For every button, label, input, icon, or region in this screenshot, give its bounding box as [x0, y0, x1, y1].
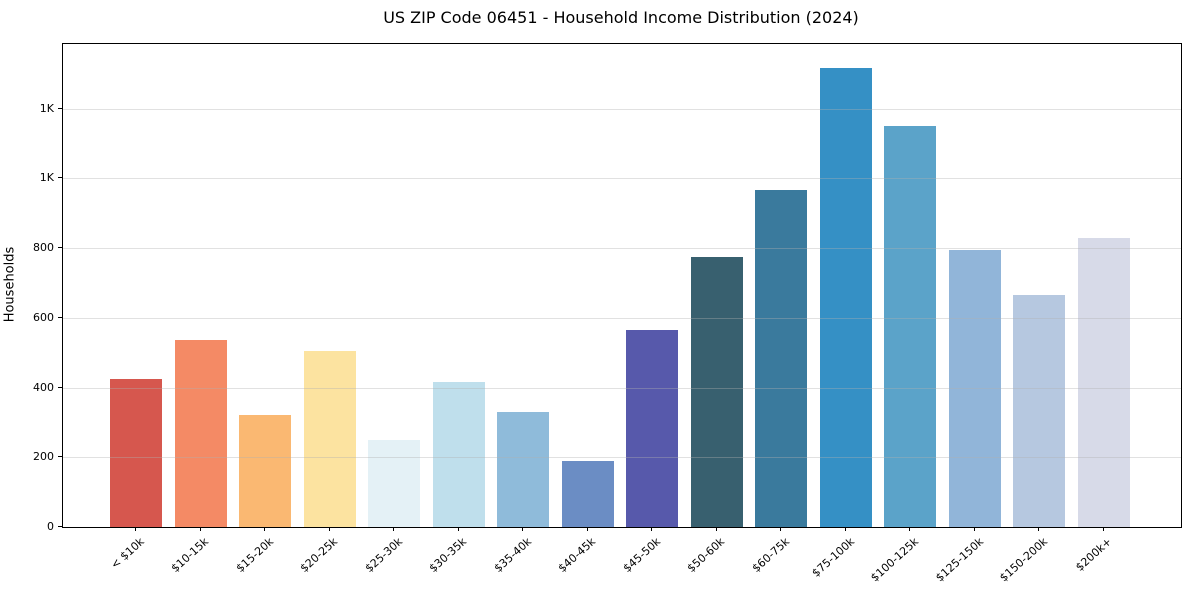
y-tick-label: 400 [33, 380, 54, 394]
x-tick-label: $15-20k [233, 535, 276, 576]
gridline-600 [63, 317, 1181, 319]
x-tick-label: $125-150k [932, 535, 986, 585]
x-tick-label: $50-60k [685, 535, 728, 576]
x-tick-mark [586, 527, 588, 531]
x-tick-label: $45-50k [620, 535, 663, 576]
x-tick-mark [715, 527, 717, 531]
x-tick-label: $60-75k [749, 535, 793, 576]
bar-$50-60k [690, 256, 743, 527]
x-tick-label: $25-30k [362, 535, 405, 576]
x-tick-mark [135, 527, 136, 531]
x-tick-mark [393, 527, 395, 531]
x-tick-mark [651, 527, 653, 531]
y-tick-label: 1K [39, 171, 54, 185]
bar-< $10k [110, 378, 162, 527]
bar-$20-25k [303, 350, 356, 527]
bar-$10-15k [174, 340, 227, 527]
bar-$125-150k [948, 249, 1001, 527]
y-axis-label: Households [2, 246, 18, 323]
x-tick-label: $30-35k [426, 535, 470, 576]
x-tick-label: $75-100k [808, 535, 857, 580]
bar-$200k+ [1077, 237, 1130, 527]
y-tick-label: 200 [33, 450, 54, 464]
x-tick-label: $20-25k [297, 535, 341, 576]
gridline-1000 [63, 178, 1181, 180]
y-tick-mark [58, 177, 62, 179]
bar-$40-45k [561, 460, 614, 527]
x-tick-mark [909, 527, 911, 531]
y-tick-label: 800 [33, 241, 54, 254]
x-tick-label: $35-40k [491, 535, 534, 576]
plot-area [62, 43, 1182, 528]
y-tick-mark [58, 247, 62, 248]
y-tick-label: 0 [47, 520, 54, 533]
y-tick-mark [58, 107, 62, 109]
gridline-800 [63, 248, 1181, 249]
gridline-200 [63, 457, 1181, 459]
x-tick-mark [973, 527, 975, 531]
bar-$75-100k [819, 68, 872, 527]
x-tick-mark [780, 527, 782, 531]
y-tick-label: 600 [33, 310, 54, 324]
x-tick-mark [328, 527, 330, 531]
x-tick-label: $100-125k [868, 535, 922, 585]
chart-title: US ZIP Code 06451 - Household Income Dis… [383, 8, 859, 27]
bar-$100-125k [884, 125, 937, 527]
y-tick-mark [58, 526, 62, 527]
bar-$45-50k [626, 329, 679, 527]
gridline-400 [63, 387, 1181, 389]
y-tick-mark [58, 316, 62, 318]
y-tick-mark [58, 386, 62, 388]
bar-$15-20k [239, 415, 292, 527]
x-tick-label: $200k+ [1073, 535, 1115, 574]
x-tick-mark [1038, 527, 1040, 531]
x-tick-label: $150-200k [997, 535, 1051, 585]
x-tick-mark [264, 527, 266, 531]
x-tick-mark [1102, 527, 1104, 531]
x-tick-label: $40-45k [556, 535, 599, 576]
bar-$25-30k [368, 439, 421, 527]
bar-$150-200k [1013, 295, 1066, 527]
y-tick-mark [58, 456, 62, 458]
bar-$35-40k [497, 411, 550, 527]
x-tick-mark [457, 527, 459, 531]
bar-$30-35k [432, 382, 485, 527]
x-tick-mark [199, 527, 201, 531]
x-tick-label: $10-15k [168, 535, 212, 576]
gridline-1200 [63, 108, 1181, 110]
x-tick-label: < $10k [108, 535, 147, 572]
x-tick-mark [844, 527, 846, 531]
bar-$60-75k [755, 190, 808, 527]
x-tick-mark [522, 527, 524, 531]
y-tick-label: 1K [39, 101, 54, 115]
